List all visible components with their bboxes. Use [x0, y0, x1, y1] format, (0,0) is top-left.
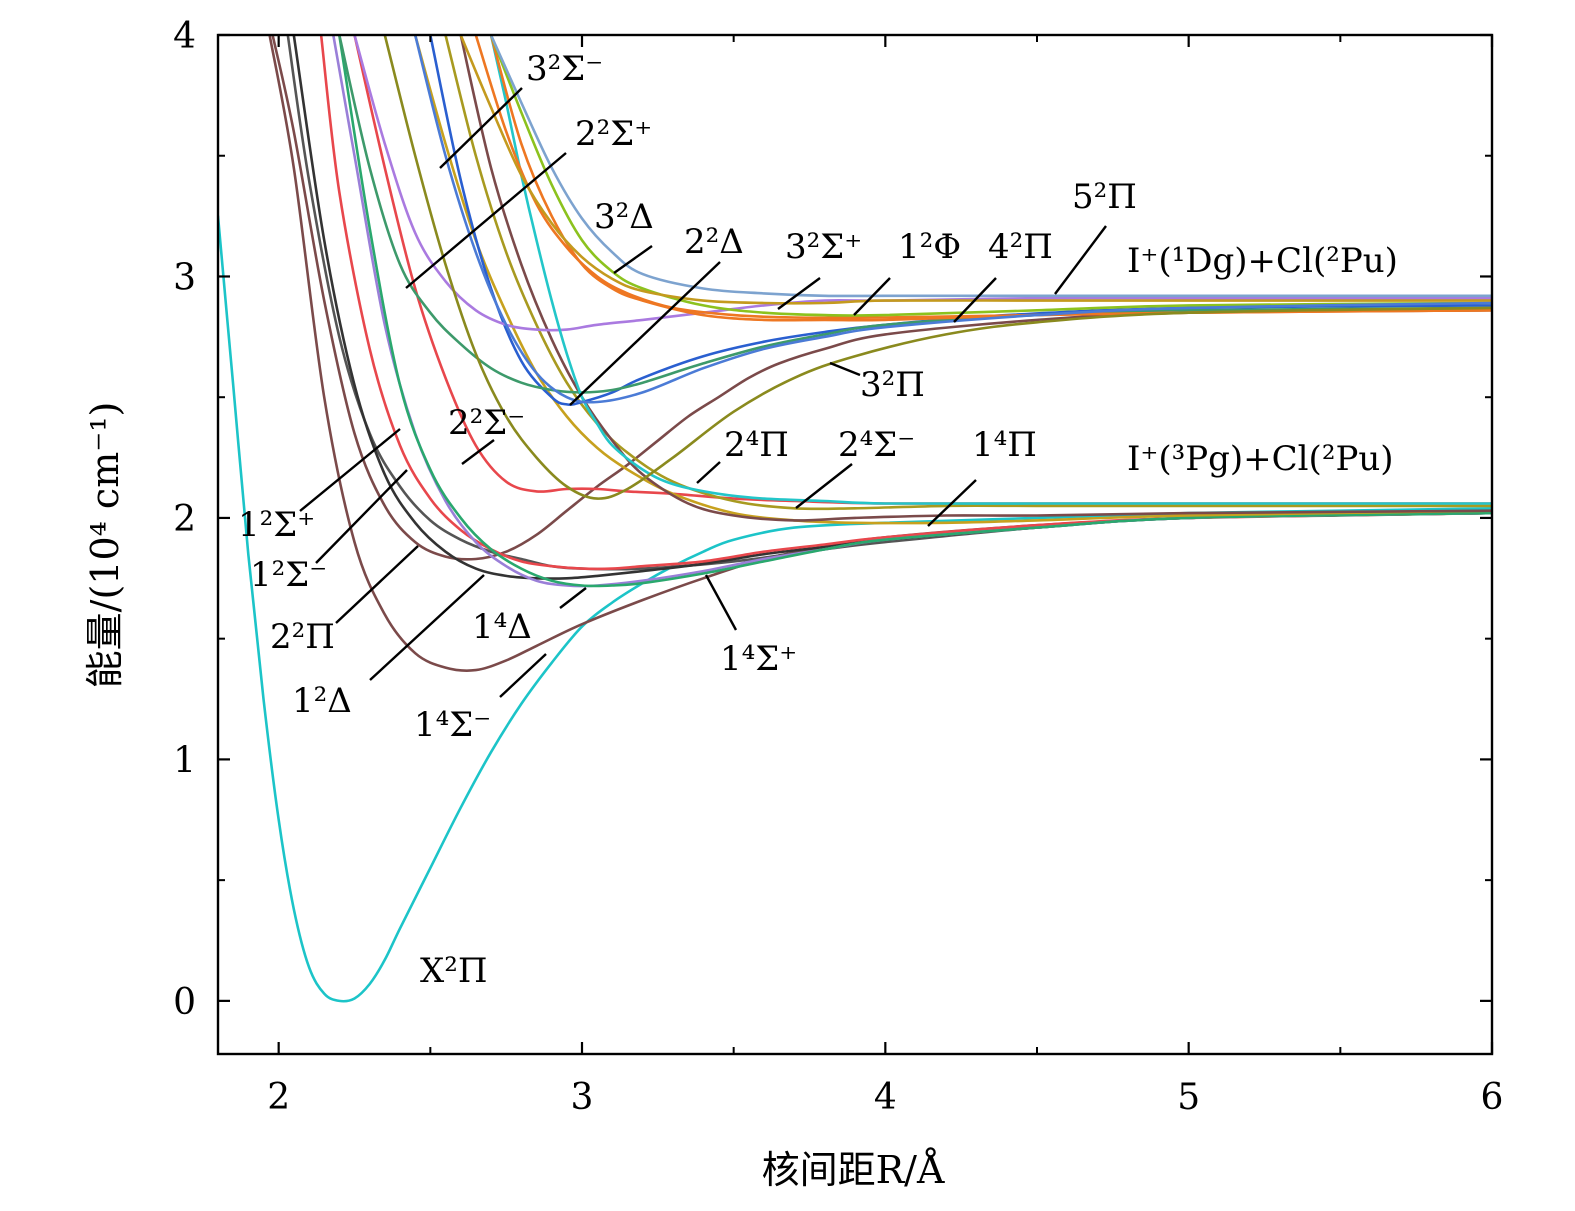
series-line-19 [459, 35, 1492, 305]
series-line-0 [218, 214, 1492, 1003]
state-label: 2⁴Σ⁻ [838, 425, 915, 465]
curves-group [218, 35, 1492, 1003]
series-line-10 [444, 35, 1492, 511]
series-line-18 [489, 35, 1492, 317]
x-tick-label: 3 [571, 1077, 594, 1118]
leader-line [559, 587, 587, 609]
series-line-15 [489, 35, 1492, 505]
state-label: I⁺(¹Dg)+Cl(²Pu) [1127, 241, 1398, 281]
leader-line [927, 479, 977, 527]
series-line-22 [383, 35, 1492, 500]
series-line-3 [286, 35, 1492, 571]
leader-line [777, 277, 821, 310]
x-tick-label: 6 [1481, 1077, 1504, 1118]
state-label: 3²Σ⁻ [526, 49, 603, 89]
y-tick-label: 1 [173, 740, 196, 781]
x-tick-label: 4 [874, 1077, 897, 1118]
y-axis-title: 能量/(10⁴ cm⁻¹) [83, 402, 127, 689]
series-line-9 [413, 35, 1492, 525]
state-label: 3²Δ [594, 197, 654, 237]
leader-line [613, 245, 653, 274]
leader-line [299, 428, 401, 512]
state-label: I⁺(³Pg)+Cl(²Pu) [1127, 439, 1394, 479]
state-label: 2²Δ [684, 222, 744, 262]
leader-line [953, 277, 997, 323]
state-label: 3²Σ⁺ [785, 227, 862, 267]
leader-line [439, 87, 523, 169]
axes-group: 2 3 4 5 6 0 1 2 3 4 [173, 16, 1503, 1118]
state-label: 1⁴Δ [472, 607, 532, 647]
state-label: 1⁴Π [972, 425, 1037, 465]
state-label: 1²Σ⁺ [238, 505, 315, 545]
leader-line [499, 653, 547, 698]
leader-lines-group [299, 87, 1107, 698]
leader-line [696, 461, 721, 484]
y-tick-label: 4 [173, 16, 196, 57]
state-label: 1²Σ⁻ [250, 555, 327, 595]
leader-line [369, 574, 485, 681]
state-label: 4²Π [988, 227, 1053, 267]
y-tick-label: 0 [173, 982, 196, 1023]
leader-line [461, 439, 495, 465]
leader-line [335, 545, 419, 624]
series-line-12 [429, 35, 1492, 406]
state-label: 2²Σ⁻ [448, 403, 525, 443]
leader-line [315, 469, 408, 564]
series-line-17 [489, 35, 1492, 322]
series-line-8 [338, 35, 1492, 588]
x-axis-title: 核间距R/Å [762, 1148, 945, 1192]
state-label: X²Π [420, 951, 488, 991]
state-label: 2²Π [270, 617, 335, 657]
leader-line [853, 277, 891, 316]
state-label: 3²Π [860, 365, 925, 405]
state-label: 2²Σ⁺ [575, 114, 652, 154]
state-label: 5²Π [1072, 177, 1137, 217]
leader-line [405, 152, 567, 289]
series-line-20 [489, 35, 1492, 298]
state-label: 1²Δ [292, 681, 352, 721]
leader-line [1054, 225, 1107, 295]
series-line-1 [268, 35, 1492, 672]
x-tick-label: 2 [267, 1077, 290, 1118]
series-line-21 [413, 35, 1492, 404]
state-label: 1⁴Σ⁻ [414, 705, 491, 745]
leader-line [829, 361, 861, 377]
x-tick-label: 5 [1177, 1077, 1200, 1118]
leader-line [795, 463, 853, 509]
y-tick-label: 2 [173, 499, 196, 540]
y-tick-label: 3 [173, 257, 196, 298]
leader-line [704, 574, 738, 631]
state-label: 1⁴Σ⁺ [720, 639, 797, 679]
state-label: 1²Φ [898, 227, 961, 267]
series-line-11 [459, 35, 1492, 522]
series-line-5 [319, 35, 1492, 571]
leader-line [569, 261, 721, 406]
series-line-2 [271, 35, 1492, 561]
annotation-labels-group: 3²Σ⁻ 2²Σ⁺ 3²Δ 2²Δ 3²Σ⁺ 1²Φ 4²Π 5²Π I⁺(¹Dg)+Cl(²P… [238, 49, 1398, 991]
plot-frame [216, 33, 1494, 1056]
state-label: 2⁴Π [724, 425, 789, 465]
